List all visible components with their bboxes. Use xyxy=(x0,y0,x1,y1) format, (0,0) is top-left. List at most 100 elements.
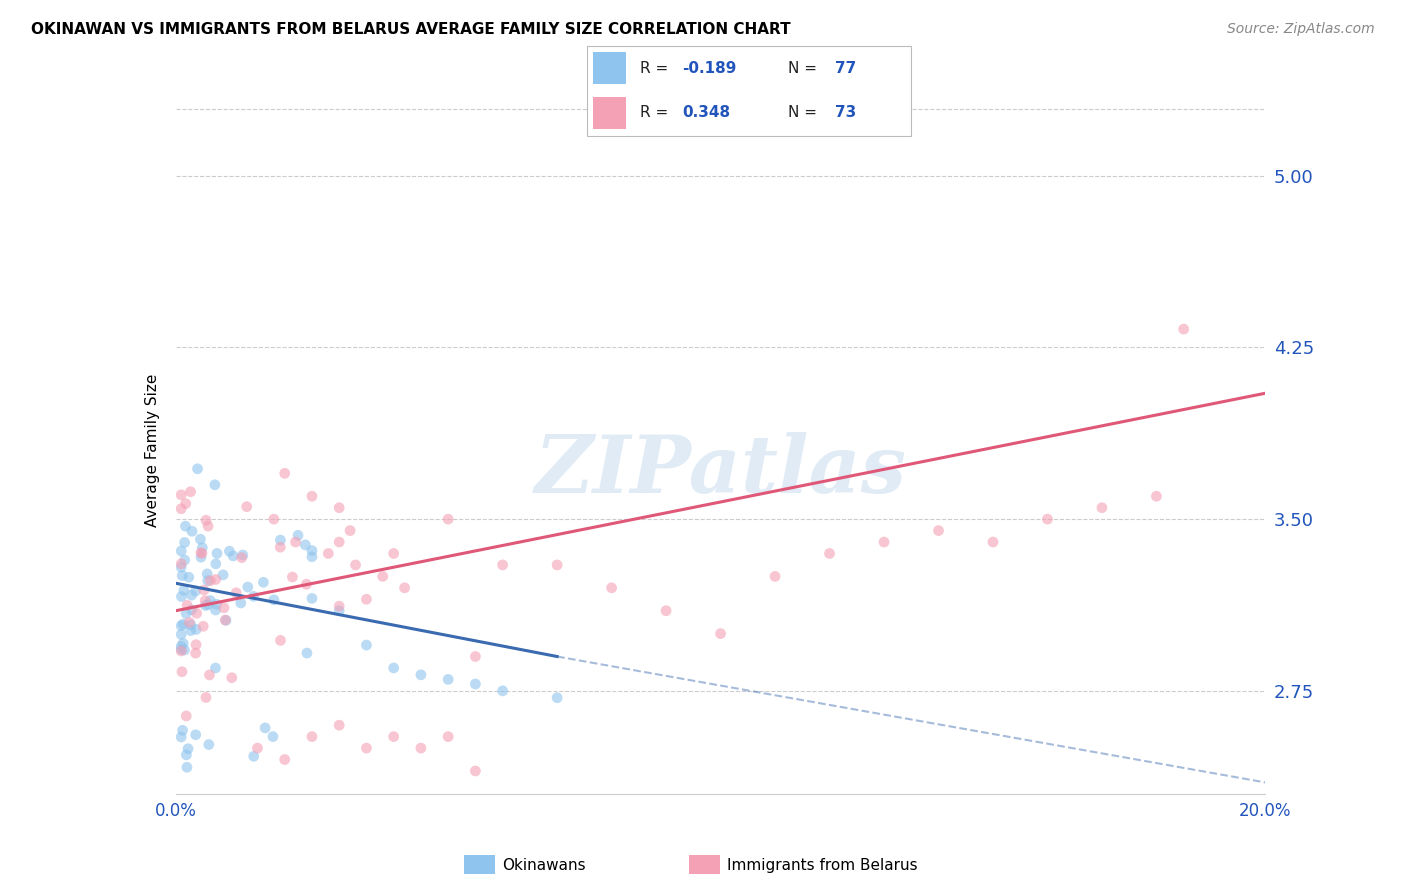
Point xyxy=(242,749,264,764)
Point xyxy=(301,730,323,744)
Point xyxy=(1173,322,1195,336)
Point xyxy=(328,718,350,732)
Point xyxy=(173,535,195,549)
Point xyxy=(198,668,221,682)
Text: -0.189: -0.189 xyxy=(683,61,737,76)
Point xyxy=(295,646,318,660)
Point xyxy=(301,543,323,558)
Point xyxy=(170,640,193,654)
Text: 0.348: 0.348 xyxy=(683,105,731,120)
Point xyxy=(174,607,197,621)
Point xyxy=(194,599,217,613)
Point xyxy=(232,548,254,562)
Point xyxy=(262,730,284,744)
Point xyxy=(181,524,204,539)
Point xyxy=(174,497,197,511)
Point xyxy=(394,581,416,595)
Point xyxy=(170,627,193,641)
Point xyxy=(1036,512,1059,526)
Point xyxy=(200,593,222,607)
FancyBboxPatch shape xyxy=(586,46,911,136)
Point xyxy=(236,580,259,594)
Point xyxy=(287,528,309,542)
Point xyxy=(180,617,202,632)
Point xyxy=(198,738,221,752)
Point xyxy=(356,592,378,607)
Point xyxy=(301,591,323,606)
Point xyxy=(197,574,219,588)
Point xyxy=(328,535,350,549)
Point xyxy=(222,549,245,563)
Text: Okinawans: Okinawans xyxy=(502,858,585,872)
Point xyxy=(190,532,212,546)
Point xyxy=(409,668,432,682)
Point xyxy=(818,546,841,561)
Point xyxy=(184,584,207,599)
Point xyxy=(1091,500,1114,515)
Point xyxy=(928,524,950,538)
Point xyxy=(180,484,202,499)
Point xyxy=(318,546,340,561)
Point xyxy=(492,558,515,572)
Point xyxy=(242,590,264,604)
Point xyxy=(263,592,285,607)
Text: OKINAWAN VS IMMIGRANTS FROM BELARUS AVERAGE FAMILY SIZE CORRELATION CHART: OKINAWAN VS IMMIGRANTS FROM BELARUS AVER… xyxy=(31,22,790,37)
Point xyxy=(294,538,316,552)
Point xyxy=(252,575,274,590)
Point xyxy=(184,646,207,660)
Point xyxy=(710,626,733,640)
FancyBboxPatch shape xyxy=(593,97,627,129)
Text: 73: 73 xyxy=(835,105,856,120)
Point xyxy=(190,546,212,560)
Point xyxy=(170,557,193,571)
Point xyxy=(263,512,285,526)
Point xyxy=(177,570,200,584)
Point xyxy=(339,524,361,538)
Point xyxy=(284,535,307,549)
Point xyxy=(204,603,226,617)
Point xyxy=(246,741,269,756)
Point xyxy=(193,582,215,597)
Point xyxy=(170,501,193,516)
Point xyxy=(179,615,201,630)
Point xyxy=(437,673,460,687)
Point xyxy=(1144,489,1167,503)
Point xyxy=(170,544,193,558)
Point xyxy=(193,619,215,633)
Point xyxy=(600,581,623,595)
Point xyxy=(186,607,208,621)
Point xyxy=(180,603,202,617)
Point xyxy=(170,488,193,502)
Point xyxy=(546,558,568,572)
Point xyxy=(173,553,195,567)
Point xyxy=(301,489,323,503)
Point xyxy=(371,569,394,583)
Point xyxy=(981,535,1004,549)
Point xyxy=(195,566,218,581)
Point xyxy=(274,467,297,481)
Point xyxy=(254,721,277,735)
Point xyxy=(328,500,350,515)
Y-axis label: Average Family Size: Average Family Size xyxy=(145,374,160,527)
Point xyxy=(229,596,252,610)
Text: N =: N = xyxy=(789,105,817,120)
Point xyxy=(204,573,226,587)
Point xyxy=(174,519,197,533)
Point xyxy=(204,478,226,492)
Text: Immigrants from Belarus: Immigrants from Belarus xyxy=(727,858,918,872)
Point xyxy=(464,764,486,778)
Point xyxy=(382,661,405,675)
Point xyxy=(170,665,193,679)
Point xyxy=(492,683,515,698)
Text: N =: N = xyxy=(789,61,817,76)
Point xyxy=(170,590,193,604)
Point xyxy=(295,577,318,591)
Point xyxy=(173,643,195,657)
Text: 77: 77 xyxy=(835,61,856,76)
Point xyxy=(180,588,202,602)
Point xyxy=(655,604,678,618)
Point xyxy=(173,583,195,598)
Point xyxy=(274,752,297,766)
Point xyxy=(212,567,235,582)
Point xyxy=(205,597,228,611)
